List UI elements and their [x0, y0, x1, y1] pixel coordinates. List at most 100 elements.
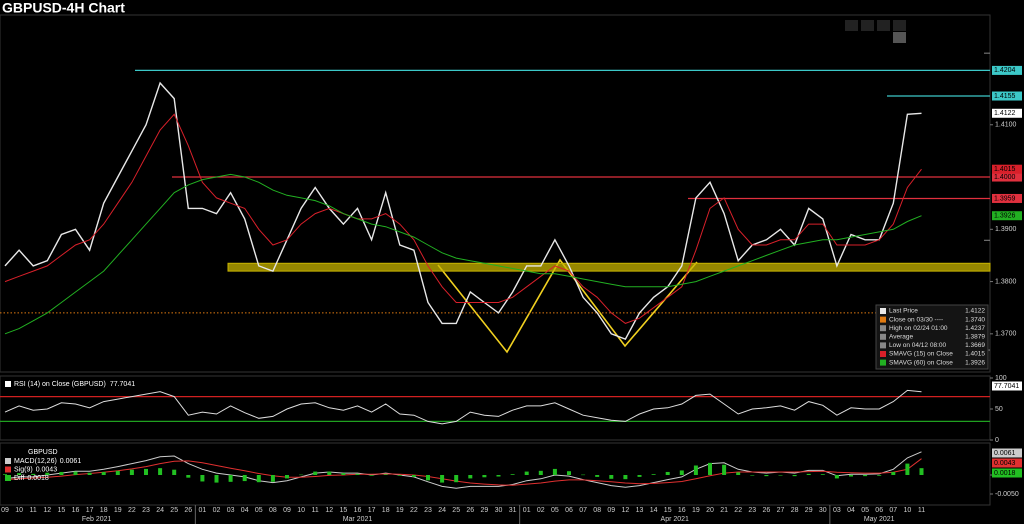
y-tick-label: -0.0050 [995, 491, 1019, 498]
settings-button[interactable] [893, 32, 906, 43]
diff-bar [905, 463, 910, 475]
legend-value: 1.4015 [965, 351, 985, 358]
diff-bar [595, 475, 600, 477]
diff-bar [877, 475, 882, 476]
tool-button[interactable] [893, 20, 906, 31]
diff-bar [256, 475, 261, 483]
x-tick-label: 28 [791, 507, 799, 514]
diff-bar [722, 464, 727, 475]
tool-button[interactable] [877, 20, 890, 31]
diff-bar [369, 475, 374, 476]
level-label: 1.4000 [994, 174, 1016, 181]
legend-swatch [5, 458, 11, 464]
legend-swatch [880, 342, 886, 349]
macd-legend-name: Sig(9) [14, 466, 33, 473]
legend-label: High on 02/24 01:00 [889, 325, 948, 332]
last-value-label: 1.3926 [994, 213, 1016, 220]
legend: Last Price 1.4122 Close on 03/30 ---- 1.374… [875, 304, 989, 370]
x-tick-label: 09 [607, 507, 615, 514]
x-tick-label: 22 [410, 507, 418, 514]
x-tick-label: 11 [918, 507, 925, 514]
diff-bar [736, 472, 741, 475]
x-tick-label: 12 [43, 507, 51, 514]
diff-bar [158, 468, 163, 475]
last-value-label: 0.0018 [994, 470, 1016, 477]
legend-label: Average [889, 334, 913, 341]
diff-bar [538, 470, 543, 475]
rsi-title: RSI (14) on Close (GBPUSD) 77.7041 [14, 381, 135, 388]
y-tick-label: 1.3800 [995, 278, 1017, 285]
x-tick-label: 26 [184, 507, 192, 514]
last-value-label: 77.7041 [994, 383, 1019, 390]
legend-box [875, 304, 989, 370]
rsi-value: 77.7041 [110, 381, 135, 388]
x-tick-label: 19 [114, 507, 122, 514]
diff-bar [750, 475, 755, 476]
last-value-box [992, 468, 1022, 478]
diff-bar [440, 475, 445, 483]
diff-bar [820, 474, 825, 475]
legend-swatch [880, 333, 886, 340]
diff-bar [623, 475, 628, 480]
y-tick-label: 1.3900 [995, 226, 1017, 233]
macd-legend: Sig(9) 0.0043 [14, 466, 57, 473]
pattern-line [437, 258, 698, 354]
diff-bar [510, 474, 515, 475]
diff-bar [31, 473, 36, 475]
toolbar [845, 20, 906, 43]
level-label-box [992, 91, 1022, 101]
series-line [4, 81, 922, 340]
diff-bar [764, 475, 769, 477]
series-line [4, 113, 922, 324]
x-tick-label: 23 [748, 507, 756, 514]
x-tick-label: 06 [875, 507, 883, 514]
legend-swatch [5, 466, 11, 473]
x-tick-label: 03 [833, 507, 841, 514]
legend-label: SMAVG (60) on Close [889, 359, 953, 366]
x-tick-label: 26 [763, 507, 771, 514]
x-tick-label: 13 [636, 507, 644, 514]
y-tick-label: 1.3700 [995, 331, 1017, 338]
level-label-box [992, 65, 1022, 75]
x-tick-label: 20 [706, 507, 714, 514]
month-label: Feb 2021 [82, 516, 112, 523]
x-tick-label: 24 [156, 507, 164, 514]
diff-bar [299, 474, 304, 476]
x-tick-label: 08 [269, 507, 277, 514]
x-tick-label: 12 [325, 507, 333, 514]
support-band [227, 262, 991, 272]
x-tick-label: 17 [86, 507, 94, 514]
legend-label: Close on 03/30 ---- [889, 316, 943, 323]
diff-bar [454, 475, 459, 483]
x-tick-label: 25 [452, 507, 460, 514]
x-tick-label: 22 [734, 507, 742, 514]
diff-bar [228, 475, 233, 482]
legend-value: 1.4237 [965, 325, 985, 332]
level-label-box [992, 172, 1022, 182]
x-tick-label: 04 [241, 507, 249, 514]
macd-legend-name: MACD(12,26) [14, 458, 57, 465]
x-tick-label: 05 [861, 507, 869, 514]
tool-button[interactable] [861, 20, 874, 31]
diff-bar [792, 475, 797, 477]
x-tick-label: 26 [466, 507, 474, 514]
x-tick-label: 01 [199, 507, 207, 514]
tool-button[interactable] [845, 20, 858, 31]
legend-swatch [880, 351, 886, 357]
level-label: 1.3959 [994, 195, 1016, 202]
month-label: Mar 2021 [343, 516, 373, 523]
y-tick-label: 50 [995, 406, 1003, 413]
x-tick-label: 05 [255, 507, 263, 514]
diff-bar [482, 475, 487, 478]
diff-bar [708, 462, 712, 475]
x-tick-label: 09 [1, 507, 9, 514]
x-tick-label: 15 [58, 507, 66, 514]
diff-bar [849, 475, 853, 477]
diff-bar [355, 473, 360, 475]
rsi-title-text: RSI (14) on Close (GBPUSD) [14, 381, 106, 388]
x-tick-label: 31 [509, 507, 517, 514]
diff-bar [806, 473, 811, 475]
last-value-box [992, 164, 1022, 174]
last-value-label: 0.0061 [994, 450, 1016, 457]
x-tick-label: 01 [523, 507, 531, 514]
